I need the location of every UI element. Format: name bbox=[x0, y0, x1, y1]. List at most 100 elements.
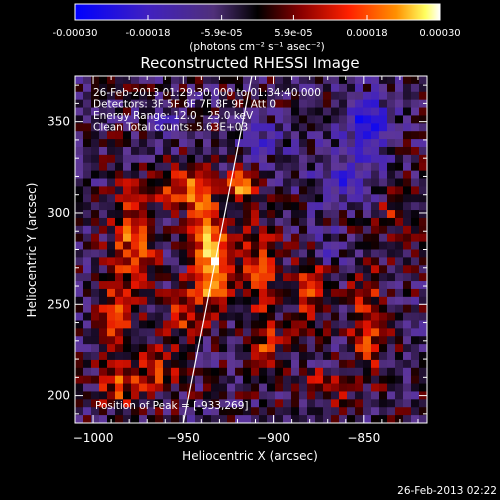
heatmap-cell bbox=[251, 131, 260, 140]
heatmap-cell bbox=[363, 76, 372, 85]
heatmap-cell bbox=[227, 225, 236, 235]
heatmap-cell bbox=[339, 186, 348, 195]
heatmap-cell bbox=[107, 123, 116, 132]
heatmap-cell bbox=[99, 162, 108, 172]
heatmap-cell bbox=[211, 312, 220, 321]
heatmap-cell bbox=[235, 320, 244, 329]
heatmap-cell bbox=[75, 352, 84, 361]
heatmap-cell bbox=[155, 304, 164, 313]
heatmap-cell bbox=[91, 210, 100, 219]
chart-title: Reconstructed RHESSI Image bbox=[140, 54, 359, 72]
heatmap-cell bbox=[75, 265, 84, 274]
heatmap-cell bbox=[251, 257, 260, 266]
heatmap-cell bbox=[99, 288, 108, 298]
heatmap-cell bbox=[411, 99, 420, 108]
heatmap-cell bbox=[323, 257, 332, 266]
heatmap-cell bbox=[331, 273, 340, 282]
heatmap-cell bbox=[235, 217, 244, 227]
heatmap-cell bbox=[307, 194, 316, 203]
colorbar: -0.00030 -0.00018 -5.9e-05 5.9e-05 0.00018 0.… bbox=[53, 3, 461, 53]
heatmap-cell bbox=[267, 194, 276, 203]
heatmap-cell bbox=[139, 115, 148, 124]
heatmap-cell bbox=[267, 162, 276, 172]
heatmap-cell bbox=[75, 288, 84, 298]
heatmap-cell bbox=[107, 178, 116, 187]
heatmap-cell bbox=[259, 194, 268, 203]
heatmap-cell bbox=[147, 91, 156, 101]
heatmap-cell bbox=[171, 328, 180, 337]
heatmap-cell bbox=[299, 154, 308, 164]
heatmap-cell bbox=[275, 288, 284, 298]
heatmap-cell bbox=[267, 281, 276, 290]
heatmap-cell bbox=[139, 225, 148, 235]
heatmap-cell bbox=[299, 257, 308, 266]
heatmap-cell bbox=[187, 391, 196, 400]
heatmap-cell bbox=[171, 131, 180, 140]
heatmap-cell bbox=[419, 83, 427, 93]
heatmap-cell bbox=[283, 107, 292, 116]
heatmap-cell bbox=[291, 217, 300, 227]
heatmap-cell bbox=[227, 194, 236, 203]
heatmap-cell bbox=[251, 281, 260, 290]
heatmap-cell bbox=[395, 328, 404, 337]
heatmap-cell bbox=[283, 257, 292, 266]
heatmap-cell bbox=[291, 241, 300, 250]
heatmap-cell bbox=[195, 178, 204, 187]
heatmap-cell bbox=[419, 233, 427, 243]
heatmap-cell bbox=[283, 407, 292, 416]
heatmap-cell bbox=[379, 107, 388, 116]
heatmap-cell bbox=[83, 217, 92, 227]
heatmap-cell bbox=[131, 312, 140, 321]
heatmap-cell bbox=[355, 296, 364, 306]
heatmap-cell bbox=[371, 170, 380, 179]
heatmap-cell bbox=[251, 146, 260, 156]
heatmap-cell bbox=[203, 273, 212, 282]
heatmap-cell bbox=[131, 146, 140, 156]
heatmap-cell bbox=[91, 76, 100, 85]
heatmap-cell bbox=[339, 375, 348, 384]
heatmap-cell bbox=[395, 115, 404, 124]
heatmap-cell bbox=[203, 178, 212, 187]
heatmap-cell bbox=[147, 178, 156, 187]
heatmap-cell bbox=[355, 146, 364, 156]
heatmap-cell bbox=[259, 241, 268, 250]
heatmap-cell bbox=[419, 265, 427, 274]
heatmap-cell bbox=[123, 399, 132, 408]
heatmap-cell bbox=[291, 328, 300, 337]
heatmap-cell bbox=[163, 336, 172, 345]
heatmap-cell bbox=[211, 170, 220, 179]
heatmap-cell bbox=[91, 281, 100, 290]
heatmap-cell bbox=[315, 162, 324, 172]
heatmap-cell bbox=[91, 359, 100, 369]
heatmap-cell bbox=[395, 344, 404, 353]
heatmap-cell bbox=[283, 91, 292, 101]
heatmap-cell bbox=[99, 399, 108, 408]
heatmap-cell bbox=[187, 273, 196, 282]
heatmap-cell bbox=[83, 241, 92, 250]
heatmap-cell bbox=[195, 273, 204, 282]
heatmap-cell bbox=[131, 336, 140, 345]
heatmap-cell bbox=[403, 91, 412, 101]
heatmap-cell bbox=[419, 273, 427, 282]
heatmap-cell bbox=[323, 170, 332, 179]
heatmap-cell bbox=[171, 202, 180, 211]
heatmap-cell bbox=[219, 391, 228, 400]
heatmap-cell bbox=[347, 328, 356, 337]
heatmap-cell bbox=[211, 399, 220, 408]
heatmap-cell bbox=[299, 352, 308, 361]
heatmap-cell bbox=[307, 415, 316, 423]
heatmap-cell bbox=[179, 123, 188, 132]
heatmap-cell bbox=[251, 265, 260, 274]
heatmap-cell bbox=[243, 281, 252, 290]
heatmap-cell bbox=[251, 320, 260, 329]
heatmap-cell bbox=[219, 233, 228, 243]
heatmap-cell bbox=[131, 139, 140, 148]
heatmap-cell bbox=[155, 83, 164, 93]
heatmap-cell bbox=[331, 304, 340, 313]
heatmap-cell bbox=[171, 146, 180, 156]
heatmap-cell bbox=[155, 178, 164, 187]
heatmap-cell bbox=[91, 257, 100, 266]
colorbar-tick-label: -5.9e-05 bbox=[201, 28, 243, 39]
heatmap-cell bbox=[387, 407, 396, 416]
